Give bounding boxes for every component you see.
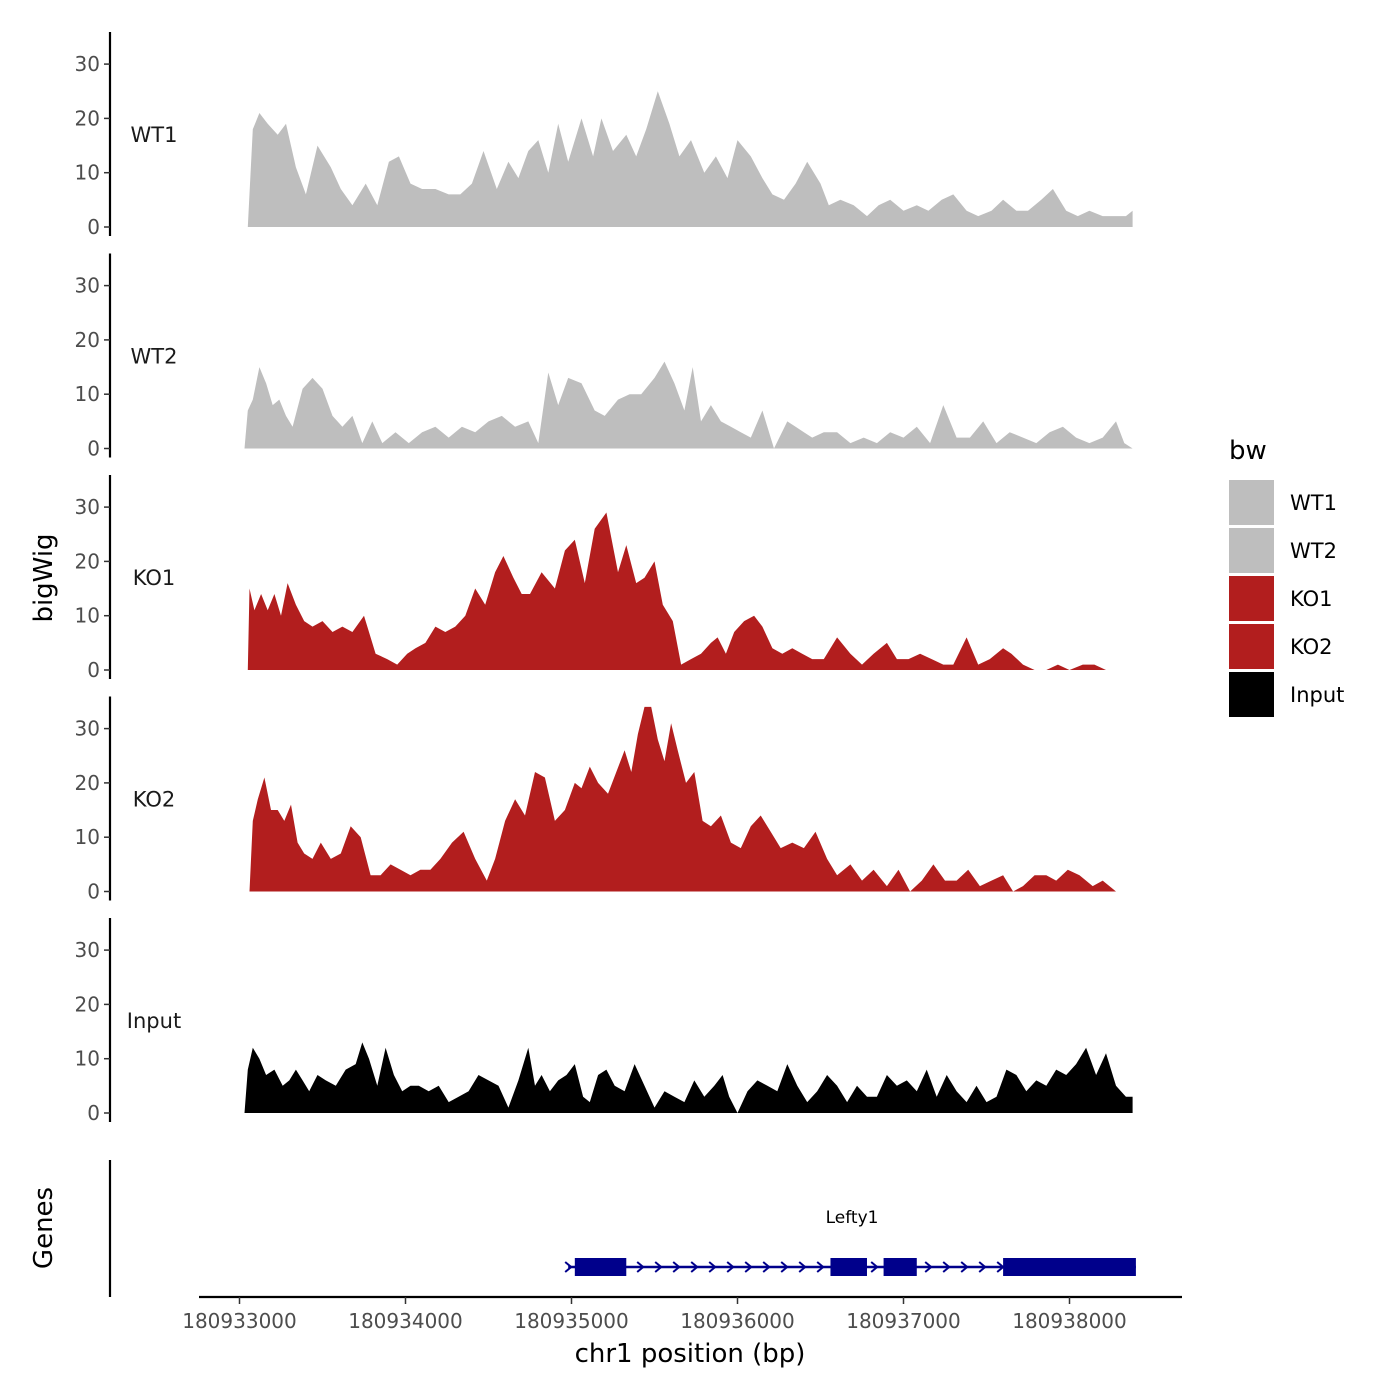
strand-arrow — [798, 1261, 807, 1273]
x-tick-label: 180934000 — [348, 1309, 463, 1333]
y-tick-label: 0 — [87, 437, 100, 461]
y-tick-label: 10 — [75, 604, 100, 628]
legend-swatch — [1229, 576, 1274, 621]
strand-arrow — [744, 1261, 753, 1273]
strand-arrow — [726, 1261, 735, 1273]
track-label: KO1 — [133, 566, 176, 590]
x-tick-label: 180935000 — [514, 1309, 629, 1333]
legend-item-ko2: KO2 — [1229, 624, 1333, 669]
y-tick-label: 30 — [75, 717, 100, 741]
strand-arrow — [762, 1261, 771, 1273]
signal-area-input — [244, 1042, 1133, 1113]
y-tick-label: 30 — [75, 495, 100, 519]
x-axis: 180933000 180934000 180935000 180936000 1809… — [182, 1295, 1182, 1333]
x-tick-label: 180937000 — [846, 1309, 961, 1333]
strand-arrow — [942, 1261, 951, 1273]
track-ko2: 0 10 20 30 KO2 — [75, 696, 1116, 904]
exon — [1003, 1258, 1136, 1276]
y-tick-label: 10 — [75, 825, 100, 849]
legend-swatch — [1229, 528, 1274, 573]
strand-arrow — [564, 1261, 573, 1273]
x-tick-label: 180936000 — [680, 1309, 795, 1333]
legend-item-wt2: WT2 — [1229, 528, 1337, 573]
y-tick-label: 30 — [75, 52, 100, 76]
legend-label: KO1 — [1290, 587, 1333, 611]
legend: bw WT1 WT2 KO1 KO2 Input — [1229, 436, 1344, 717]
legend-item-ko1: KO1 — [1229, 576, 1333, 621]
legend-item-wt1: WT1 — [1229, 480, 1337, 525]
x-tick-label: 180933000 — [182, 1309, 297, 1333]
strand-arrow — [654, 1261, 663, 1273]
track-label: WT2 — [131, 345, 178, 369]
strand-arrow — [978, 1261, 987, 1273]
signal-area-wt1 — [247, 91, 1133, 227]
x-axis-title: chr1 position (bp) — [575, 1339, 806, 1369]
signal-area-ko1 — [247, 512, 1133, 670]
strand-arrow — [870, 1261, 879, 1273]
exon — [883, 1258, 917, 1276]
genes-axis-title: Genes — [29, 1187, 59, 1269]
legend-label: KO2 — [1290, 635, 1333, 659]
signal-area-wt2 — [244, 361, 1133, 449]
y-tick-label: 30 — [75, 274, 100, 298]
legend-item-input: Input — [1229, 672, 1344, 717]
y-tick-label: 0 — [87, 215, 100, 239]
track-wt1: 0 10 20 30 WT1 — [75, 32, 1133, 239]
gene-lefty1: Lefty1 — [564, 1208, 1136, 1276]
strand-arrow — [708, 1261, 717, 1273]
exon — [830, 1258, 867, 1276]
legend-label: Input — [1290, 683, 1344, 707]
legend-swatch — [1229, 672, 1274, 717]
y-tick-label: 0 — [87, 880, 100, 904]
legend-label: WT2 — [1290, 539, 1337, 563]
track-label: Input — [127, 1009, 181, 1033]
gene-track: Lefty1 — [108, 1160, 1136, 1297]
strand-arrow — [672, 1261, 681, 1273]
legend-label: WT1 — [1290, 491, 1337, 515]
x-tick-label: 180938000 — [1012, 1309, 1127, 1333]
track-label: KO2 — [133, 788, 176, 812]
y-tick-label: 0 — [87, 658, 100, 682]
y-tick-label: 20 — [75, 328, 100, 352]
y-tick-label: 20 — [75, 106, 100, 130]
signal-area-ko2 — [249, 706, 1116, 892]
strand-arrow — [924, 1261, 933, 1273]
y-tick-label: 20 — [75, 992, 100, 1016]
y-axis-title: bigWig — [29, 533, 59, 622]
track-input: 0 10 20 30 Input — [75, 918, 1133, 1125]
legend-swatch — [1229, 480, 1274, 525]
strand-arrow — [960, 1261, 969, 1273]
track-wt2: 0 10 20 30 WT2 — [75, 253, 1133, 461]
y-tick-label: 0 — [87, 1101, 100, 1125]
y-tick-label: 10 — [75, 161, 100, 185]
gene-label: Lefty1 — [826, 1208, 879, 1228]
strand-arrow — [636, 1261, 645, 1273]
y-tick-label: 20 — [75, 771, 100, 795]
strand-arrow — [780, 1261, 789, 1273]
y-tick-label: 10 — [75, 382, 100, 406]
strand-arrow — [690, 1261, 699, 1273]
track-ko1: 0 10 20 30 KO1 — [75, 475, 1133, 682]
exon — [574, 1258, 627, 1276]
y-tick-label: 20 — [75, 549, 100, 573]
signal-tracks: 0 10 20 30 WT1 0 10 20 30 WT2 0 10 20 30 KO1 0 10 20 30 KO2… — [75, 32, 1133, 1125]
strand-arrow — [816, 1261, 825, 1273]
legend-title: bw — [1229, 436, 1267, 466]
y-tick-label: 10 — [75, 1047, 100, 1071]
y-tick-label: 30 — [75, 938, 100, 962]
legend-swatch — [1229, 624, 1274, 669]
track-label: WT1 — [131, 123, 178, 147]
